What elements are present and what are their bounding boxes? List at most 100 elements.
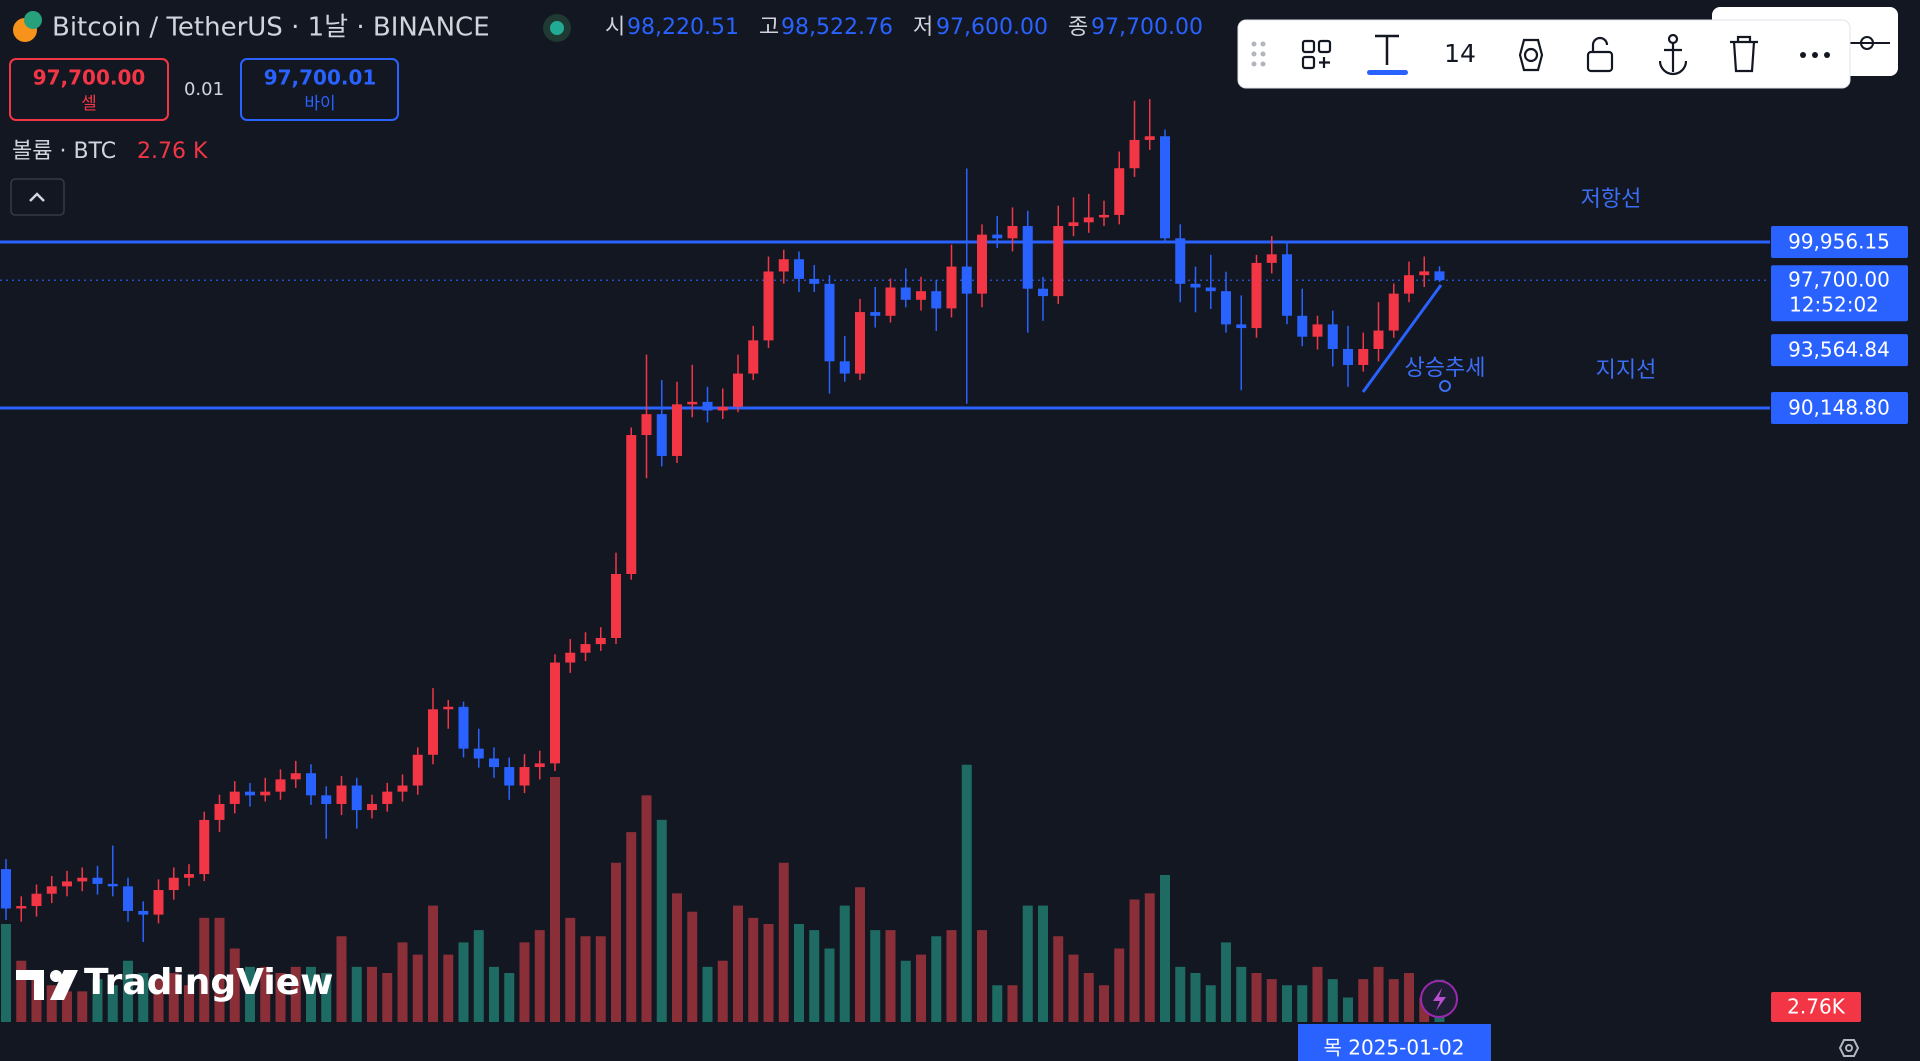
candle-body xyxy=(1114,168,1125,215)
volume-bar xyxy=(900,960,911,1022)
line-tool-icon[interactable] xyxy=(1850,36,1890,50)
market-status-dot xyxy=(550,21,564,35)
candle-body xyxy=(168,877,179,891)
volume-bar xyxy=(946,930,957,1022)
candle-body xyxy=(1434,271,1445,281)
volume-bar xyxy=(580,936,591,1022)
anchor-icon[interactable] xyxy=(1658,33,1688,76)
candle-body xyxy=(412,754,423,786)
volume-bar xyxy=(656,819,667,1022)
volume-bar xyxy=(824,948,835,1022)
volume-bar xyxy=(46,985,57,1022)
drawing-toolbar xyxy=(1237,19,1851,89)
candle-body xyxy=(778,259,789,272)
last-price-label: 97,700.00 xyxy=(1788,268,1890,292)
volume-bar xyxy=(1388,979,1399,1022)
candle-body xyxy=(1251,262,1262,329)
trend-line[interactable] xyxy=(1361,284,1443,393)
candle-body xyxy=(290,773,301,780)
logo-mark xyxy=(50,970,78,1000)
volume-bar xyxy=(367,966,377,1022)
candle-body xyxy=(1022,226,1033,289)
annotation-support[interactable]: 지지선 xyxy=(1596,358,1657,383)
volume-bar xyxy=(702,966,713,1022)
volume-bar xyxy=(687,911,698,1022)
candle-body xyxy=(46,886,57,894)
volume-bar xyxy=(1358,979,1369,1022)
candle-body xyxy=(1190,283,1201,288)
buy-label: 바이 xyxy=(304,94,335,114)
volume-bar xyxy=(443,954,454,1022)
candle-body xyxy=(473,748,484,759)
candle-body xyxy=(1419,271,1430,276)
volume-bar xyxy=(870,930,881,1022)
font-size[interactable]: 14 xyxy=(1444,39,1476,68)
volume-bar xyxy=(153,979,164,1022)
candle-body xyxy=(382,791,393,804)
candle-body xyxy=(1099,214,1109,218)
level-price-label-box xyxy=(1771,226,1908,258)
volume-bar xyxy=(611,862,621,1022)
buy-button[interactable] xyxy=(240,58,399,121)
candle-body xyxy=(809,278,820,284)
volume-bar xyxy=(168,972,179,1022)
text-anchor-handle[interactable] xyxy=(1439,380,1451,392)
ohlc-label: 고 xyxy=(759,15,779,40)
lock-icon[interactable] xyxy=(1586,36,1614,73)
volume-bar xyxy=(916,954,926,1022)
volume-bar xyxy=(1327,979,1338,1022)
ohlc-value: 97,600.00 xyxy=(936,15,1048,40)
candle-body xyxy=(1038,288,1048,297)
volume-bar xyxy=(1114,948,1125,1022)
volume-bar xyxy=(1083,972,1094,1022)
candle-body xyxy=(626,435,637,575)
candle-body xyxy=(1327,324,1338,349)
volume-bar xyxy=(397,942,408,1022)
volume-bar xyxy=(1205,985,1216,1022)
logo-mark xyxy=(16,970,44,1000)
template-icon[interactable] xyxy=(1301,39,1332,70)
volume-value-label: 2.76K xyxy=(1787,995,1846,1019)
volume-bar xyxy=(1251,972,1262,1022)
volume-bar xyxy=(473,930,484,1022)
settings-icon[interactable] xyxy=(1838,1039,1860,1057)
drag-handle[interactable] xyxy=(1251,41,1266,67)
volume-bar xyxy=(977,930,987,1022)
volume-bar xyxy=(245,966,255,1022)
delete-icon[interactable] xyxy=(1730,35,1758,73)
candle-body xyxy=(870,312,881,316)
candle-body xyxy=(656,414,667,456)
volume-bar xyxy=(1175,966,1186,1022)
candle-body xyxy=(839,361,850,374)
watermark-text: TradingView xyxy=(84,962,333,1003)
text-color-icon[interactable] xyxy=(1375,34,1399,65)
volume-bar xyxy=(321,972,332,1022)
candle-body xyxy=(702,401,713,411)
collapse-button[interactable] xyxy=(10,178,65,216)
candle-body xyxy=(1053,226,1064,297)
annotation-resistance[interactable]: 저항선 xyxy=(1581,187,1642,212)
candle-body xyxy=(260,791,271,796)
candle-body xyxy=(1205,287,1216,292)
candle-body xyxy=(1068,222,1079,227)
volume-bar xyxy=(229,948,240,1022)
volume-bar xyxy=(809,930,820,1022)
sell-button[interactable] xyxy=(9,58,169,121)
level-layer xyxy=(0,240,1770,410)
candle-body xyxy=(1404,275,1414,294)
ohlc-value: 98,522.76 xyxy=(781,15,893,40)
settings-tool-icon[interactable] xyxy=(1518,38,1544,72)
annotation-uptrend[interactable]: 상승추세 xyxy=(1405,356,1486,381)
more-icon[interactable] xyxy=(1800,52,1830,58)
trend-price-label-box xyxy=(1771,334,1908,367)
candle-body xyxy=(717,406,728,411)
symbol-title[interactable]: Bitcoin / TetherUS · 1날 · BINANCE xyxy=(52,13,490,43)
volume-bar xyxy=(565,917,576,1022)
volume-value-box xyxy=(1771,992,1861,1022)
volume-bar xyxy=(885,930,896,1022)
volume-bar xyxy=(138,972,149,1022)
candle-body xyxy=(855,312,865,374)
volume-bar xyxy=(504,972,515,1022)
